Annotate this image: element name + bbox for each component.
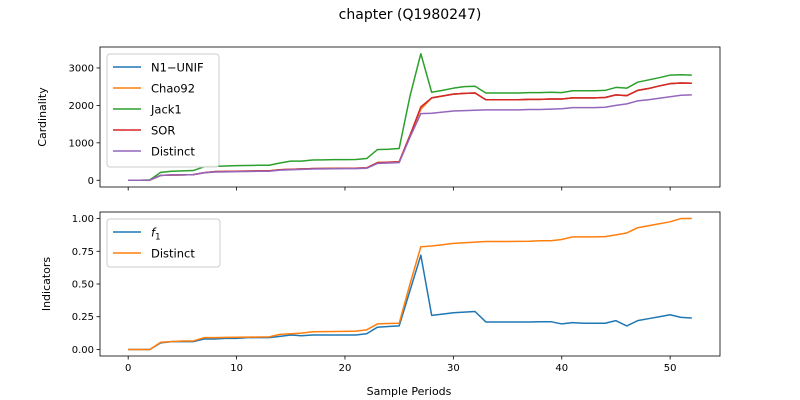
legend-entry-label: Jack1 [150,103,182,117]
y-tick-label: 0.75 [72,247,94,258]
axes-frame [99,211,721,357]
y-tick-label: 3000 [69,63,94,74]
x-tick-label: 10 [230,363,243,374]
top-panel-cardinality: 0 1000 2000 3000 Cardinality N1−UNIF Chao92 Jac… [36,46,721,191]
x-tick-label: 40 [555,363,568,374]
series-line-bottom-0 [128,254,692,351]
x-tick-label: 30 [447,363,460,374]
legend-entry-label: SOR [151,124,175,138]
y-tick-label: 1000 [69,138,94,149]
y-axis-label: Cardinality [36,87,49,147]
legend: N1−UNIF Chao92 Jack1 SOR Distinct [106,53,220,168]
y-tick-label: 2000 [69,101,94,112]
x-tick-label: 20 [339,363,352,374]
legend: f1 Distinct [106,218,221,268]
x-axis-label: Sample Periods [367,385,452,398]
legend-box [106,218,221,268]
series-line-bottom-1 [128,217,692,351]
legend-entry-label: Distinct [151,145,195,159]
legend-entry-label: Chao92 [151,82,195,96]
legend-box [106,53,220,168]
y-tick-label: 0 [88,176,94,187]
legend-entry-label: Distinct [151,247,195,261]
axes-frame [99,46,721,188]
y-tick-label: 1.00 [72,214,94,225]
figure-title: chapter (Q1980247) [339,7,482,23]
y-axis-label: Indicators [40,257,53,312]
x-tick-label: 0 [125,363,131,374]
y-tick-label: 0.25 [72,312,94,323]
legend-entry-label: f1 [151,226,160,243]
legend-entry-label: N1−UNIF [151,61,204,75]
series-line-top-2 [128,52,692,182]
y-tick-label: 0.50 [72,280,94,291]
bottom-panel-indicators: 0 10 20 30 40 50 0.00 0.25 0.50 0.75 1.00 Indicator… [40,211,721,398]
x-tick-label: 50 [664,363,677,374]
y-tick-label: 0.00 [72,345,94,356]
series-line-top-4 [128,94,692,182]
